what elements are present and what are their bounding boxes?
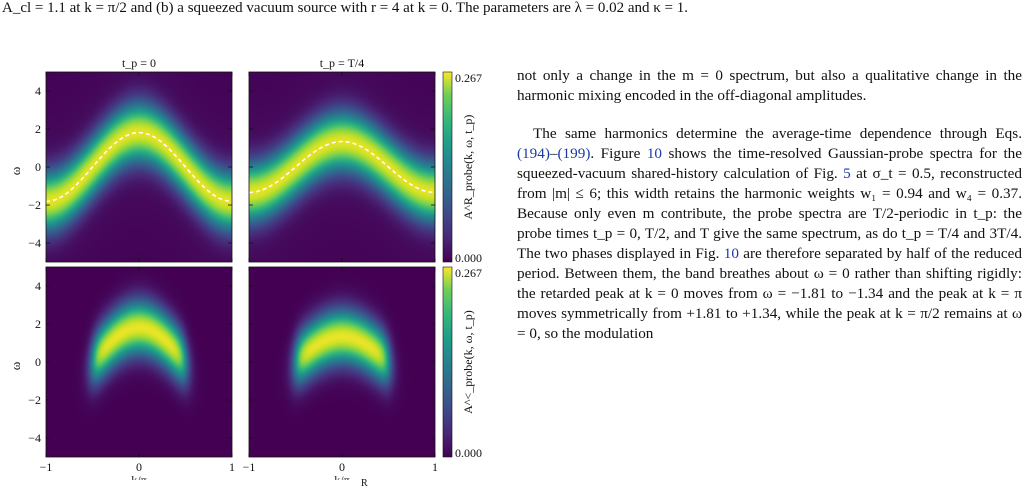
- panel-title: t_p = T/4: [320, 56, 365, 70]
- y-axis-label: ω: [8, 166, 23, 175]
- text-run: –: [549, 145, 558, 162]
- text-run: at σ_t = 0.5, reconstructed from |m| ≤ 6…: [517, 165, 1022, 262]
- colorbar-min-label: 0.000: [455, 251, 482, 265]
- spectral-heatmap: [249, 72, 435, 262]
- colorbar-axis-label: A^<_probe(k, ω, t_p): [461, 310, 475, 414]
- colorbar-min-label: 0.000: [455, 446, 482, 460]
- y-tick-label: −4: [28, 431, 41, 445]
- panel-title: t_p = 0: [122, 56, 156, 70]
- text-run: The same harmonics determine the average…: [533, 125, 1022, 142]
- x-axis-label: k/π: [131, 473, 146, 480]
- y-tick-label: 2: [35, 122, 41, 136]
- paragraph-2: The same harmonics determine the average…: [517, 124, 1022, 344]
- x-tick-label: 0: [339, 460, 345, 474]
- colorbar-max-label: 0.267: [455, 266, 482, 280]
- colorbar-axis-label: A^R_probe(k, ω, t_p): [461, 115, 475, 220]
- x-tick-label: 1: [229, 460, 235, 474]
- colorbar-max-label: 0.267: [455, 71, 482, 85]
- peak-dashed-line: [45, 131, 233, 203]
- y-tick-label: 0: [35, 355, 41, 369]
- y-tick-label: 4: [35, 84, 41, 98]
- x-tick-label: −1: [243, 460, 256, 474]
- equation-ref-link[interactable]: (199): [557, 145, 591, 162]
- spectral-heatmap: [46, 267, 232, 457]
- text-run: . Figure: [590, 145, 647, 162]
- equation-ref-link[interactable]: (194): [517, 145, 550, 162]
- figure-ref-link[interactable]: 10: [723, 245, 739, 262]
- colorbar: [442, 71, 453, 263]
- x-tick-label: −1: [40, 460, 53, 474]
- y-tick-label: −2: [28, 198, 41, 212]
- x-axis-label: k/π: [334, 473, 349, 480]
- spectral-figure: 4 2 0 −2 −4 ω 4 2 0 −2 −4 ω −1 0 1 k/π −1 0 1 k/π t_p = 0 t_p…: [8, 56, 482, 480]
- x-tick-label: 0: [136, 460, 142, 474]
- figure-ref-link[interactable]: 10: [646, 145, 663, 162]
- body-text: not only a change in the m = 0 spectrum,…: [517, 66, 1022, 344]
- y-axis-label: ω: [8, 361, 23, 370]
- paragraph-1: not only a change in the m = 0 spectrum,…: [517, 67, 1022, 104]
- peak-dashed-line: [248, 140, 436, 194]
- figure-ref-link[interactable]: 5: [843, 165, 851, 182]
- text-run: are therefore separated by half of the r…: [517, 245, 1022, 342]
- figure-caption-line: A_cl = 1.1 at k = π/2 and (b) a squeezed…: [2, 0, 689, 16]
- text-run: shows the time-resolved Gaussian-probe s…: [517, 145, 1022, 182]
- spectral-heatmap: [46, 72, 232, 262]
- y-tick-label: −2: [28, 393, 41, 407]
- y-tick-label: −4: [28, 236, 41, 250]
- x-tick-label: 1: [432, 460, 438, 474]
- footer-fragment: R: [361, 478, 368, 489]
- y-tick-label: 4: [35, 279, 41, 293]
- y-tick-label: 2: [35, 317, 41, 331]
- y-tick-label: 0: [35, 160, 41, 174]
- spectral-heatmap: [249, 267, 435, 457]
- colorbar: [442, 266, 453, 458]
